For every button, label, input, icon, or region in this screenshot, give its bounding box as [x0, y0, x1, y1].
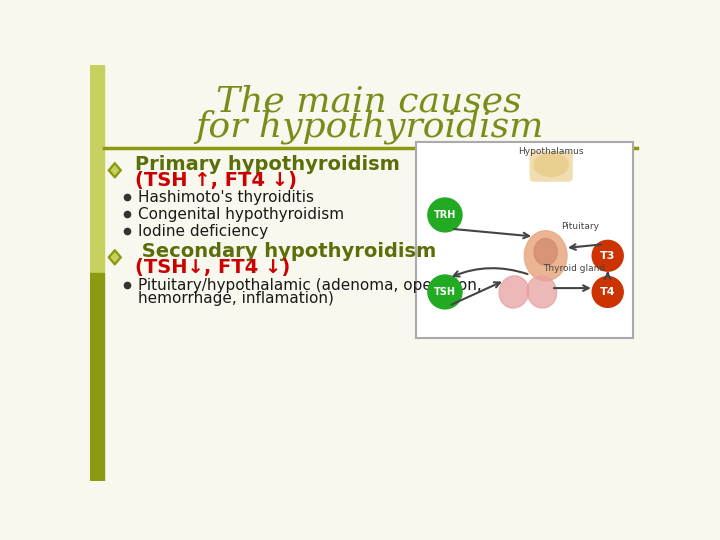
Text: for hypothyroidism: for hypothyroidism	[195, 109, 543, 144]
Text: (TSH↓, FT4 ↓): (TSH↓, FT4 ↓)	[135, 258, 290, 277]
Bar	[90, 65, 104, 273]
Text: Iodine deficiency: Iodine deficiency	[138, 224, 268, 239]
Polygon shape	[112, 166, 118, 174]
Circle shape	[593, 276, 624, 307]
Text: Pituitary: Pituitary	[561, 222, 599, 231]
Ellipse shape	[534, 239, 557, 265]
Text: hemorrhage, inflamation): hemorrhage, inflamation)	[138, 291, 334, 306]
Circle shape	[593, 240, 624, 271]
Polygon shape	[108, 163, 122, 178]
Text: Secondary hypothyroidism: Secondary hypothyroidism	[135, 241, 436, 261]
Ellipse shape	[499, 276, 528, 308]
Circle shape	[428, 275, 462, 309]
Text: T4: T4	[600, 287, 616, 297]
Text: TSH: TSH	[434, 287, 456, 297]
Text: Thyroid gland: Thyroid gland	[544, 265, 606, 273]
Text: (TSH ↑, FT4 ↓): (TSH ↑, FT4 ↓)	[135, 171, 297, 190]
Circle shape	[428, 198, 462, 232]
Ellipse shape	[527, 276, 557, 308]
Ellipse shape	[524, 231, 567, 281]
Text: TRH: TRH	[433, 210, 456, 220]
Bar	[90, 273, 104, 481]
Text: The main causes: The main causes	[216, 85, 522, 119]
Bar	[415, 142, 632, 338]
Text: T3: T3	[600, 251, 616, 261]
FancyBboxPatch shape	[530, 152, 572, 181]
Polygon shape	[112, 253, 118, 261]
Text: Hypothalamus: Hypothalamus	[518, 146, 584, 156]
Ellipse shape	[534, 153, 568, 177]
Polygon shape	[108, 249, 122, 265]
Text: Pituitary/hypothalamic (adenoma, operation,: Pituitary/hypothalamic (adenoma, operati…	[138, 278, 482, 293]
Text: Hashimoto's thyroiditis: Hashimoto's thyroiditis	[138, 190, 314, 205]
Text: Congenital hypothyroidism: Congenital hypothyroidism	[138, 207, 344, 222]
Text: Primary hypothyroidism: Primary hypothyroidism	[135, 154, 400, 174]
